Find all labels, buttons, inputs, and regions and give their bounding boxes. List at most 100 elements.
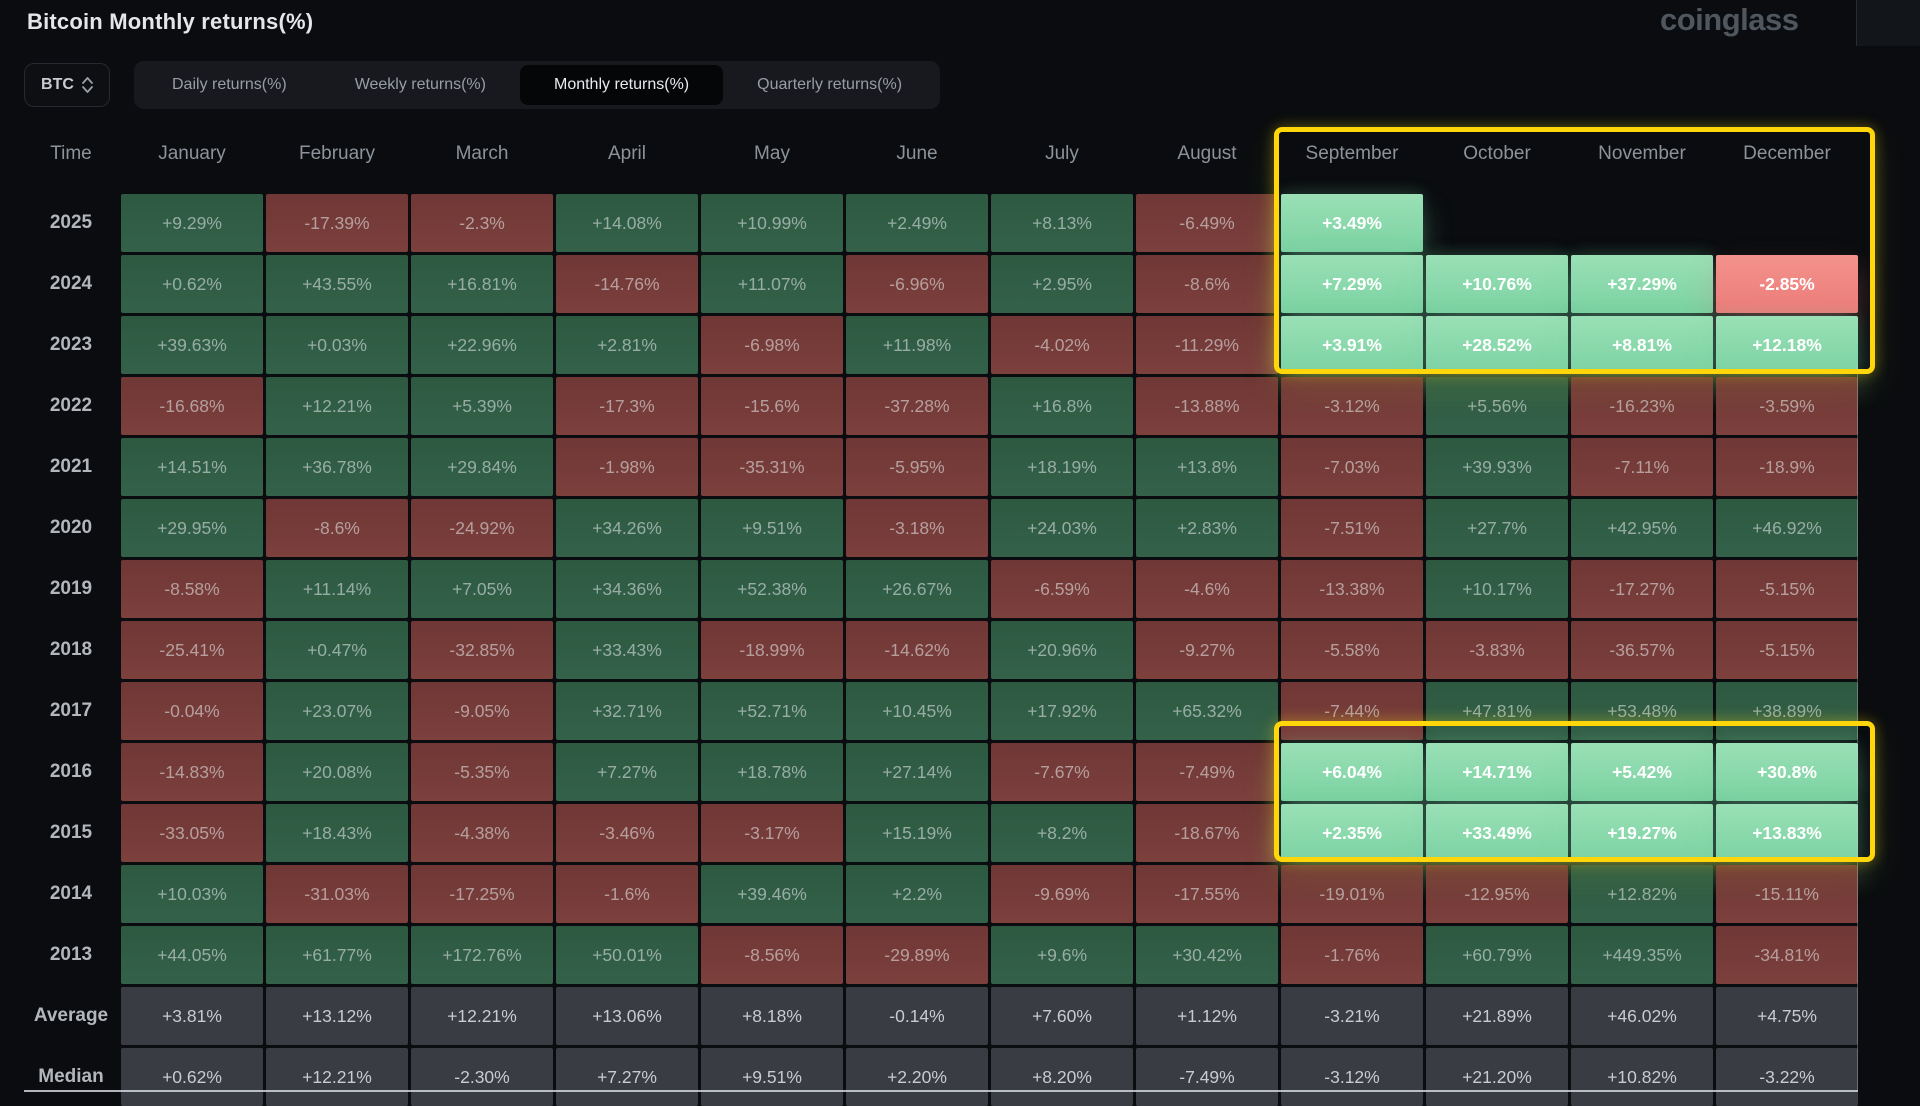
cell-2020-september: -7.51% — [1281, 499, 1423, 557]
cell-2021-july: +18.19% — [991, 438, 1133, 496]
cell-2016-may: +18.78% — [701, 743, 843, 801]
cell-2017-july: +17.92% — [991, 682, 1133, 740]
cell-average-january: +3.81% — [121, 987, 263, 1045]
returns-period-tabs: Daily returns(%) Weekly returns(%) Monthly… — [134, 61, 941, 109]
tab-daily-returns[interactable]: Daily returns(%) — [172, 76, 287, 93]
cell-2023-june: +11.98% — [846, 316, 988, 374]
coin-selector-label: BTC — [41, 76, 74, 93]
cell-2018-april: +33.43% — [556, 621, 698, 679]
cell-2018-may: -18.99% — [701, 621, 843, 679]
cell-2014-november: +12.82% — [1571, 865, 1713, 923]
cell-average-october: +21.89% — [1426, 987, 1568, 1045]
cell-2024-march: +16.81% — [411, 255, 553, 313]
column-header-august: August — [1177, 143, 1237, 164]
cell-2017-february: +23.07% — [266, 682, 408, 740]
cell-2024-july: +2.95% — [991, 255, 1133, 313]
cell-2017-november: +53.48% — [1571, 682, 1713, 740]
column-header-january: January — [158, 143, 226, 164]
cell-2025-june: +2.49% — [846, 194, 988, 252]
cell-average-march: +12.21% — [411, 987, 553, 1045]
cell-2014-may: +39.46% — [701, 865, 843, 923]
cell-2019-january: -8.58% — [121, 560, 263, 618]
cell-2022-september: -3.12% — [1281, 377, 1423, 435]
cell-2021-december: -18.9% — [1716, 438, 1858, 496]
cell-2022-december: -3.59% — [1716, 377, 1858, 435]
column-header-july: July — [1045, 143, 1079, 164]
cell-2023-march: +22.96% — [411, 316, 553, 374]
cell-2015-august: -18.67% — [1136, 804, 1278, 862]
column-header-december: December — [1743, 143, 1831, 164]
column-header-april: April — [607, 143, 646, 164]
cell-2023-september: +3.91% — [1281, 316, 1423, 374]
cell-2018-december: -5.15% — [1716, 621, 1858, 679]
cell-2021-march: +29.84% — [411, 438, 553, 496]
column-header-october: October — [1463, 143, 1531, 164]
cell-2021-january: +14.51% — [121, 438, 263, 496]
cell-2018-march: -32.85% — [411, 621, 553, 679]
cell-2021-september: -7.03% — [1281, 438, 1423, 496]
cell-2024-january: +0.62% — [121, 255, 263, 313]
cell-2023-may: -6.98% — [701, 316, 843, 374]
row-label-2015: 2015 — [49, 822, 93, 843]
row-label-2017: 2017 — [49, 700, 93, 721]
cell-2013-may: -8.56% — [701, 926, 843, 984]
cell-2023-october: +28.52% — [1426, 316, 1568, 374]
row-label-2025: 2025 — [49, 212, 93, 233]
cell-average-february: +13.12% — [266, 987, 408, 1045]
cell-2023-april: +2.81% — [556, 316, 698, 374]
cell-2016-april: +7.27% — [556, 743, 698, 801]
cell-2016-june: +27.14% — [846, 743, 988, 801]
cell-2020-november: +42.95% — [1571, 499, 1713, 557]
cell-2014-april: -1.6% — [556, 865, 698, 923]
cell-average-december: +4.75% — [1716, 987, 1858, 1045]
cell-2016-august: -7.49% — [1136, 743, 1278, 801]
cell-2024-december: -2.85% — [1716, 255, 1858, 313]
tab-monthly-returns[interactable]: Monthly returns(%) — [519, 65, 724, 105]
cell-median-november: +10.82% — [1571, 1048, 1713, 1106]
cell-2013-december: -34.81% — [1716, 926, 1858, 984]
coin-selector[interactable]: BTC — [24, 63, 110, 107]
tab-quarterly-returns[interactable]: Quarterly returns(%) — [757, 76, 903, 93]
cell-median-december: -3.22% — [1716, 1048, 1858, 1106]
cell-2014-july: -9.69% — [991, 865, 1133, 923]
cell-2020-june: -3.18% — [846, 499, 988, 557]
cell-2020-july: +24.03% — [991, 499, 1133, 557]
tab-weekly-returns[interactable]: Weekly returns(%) — [354, 76, 486, 93]
cell-2018-november: -36.57% — [1571, 621, 1713, 679]
cell-median-august: -7.49% — [1136, 1048, 1278, 1106]
cell-2025-august: -6.49% — [1136, 194, 1278, 252]
corner-panel — [1857, 0, 1920, 46]
cell-2024-september: +7.29% — [1281, 255, 1423, 313]
cell-2020-october: +27.7% — [1426, 499, 1568, 557]
cell-2025-october — [1426, 194, 1568, 252]
row-label-average: Average — [33, 1005, 109, 1026]
row-label-2024: 2024 — [49, 273, 93, 294]
cell-2019-august: -4.6% — [1136, 560, 1278, 618]
cell-2013-july: +9.6% — [991, 926, 1133, 984]
cell-2014-march: -17.25% — [411, 865, 553, 923]
cell-median-march: -2.30% — [411, 1048, 553, 1106]
cell-median-june: +2.20% — [846, 1048, 988, 1106]
cell-2015-december: +13.83% — [1716, 804, 1858, 862]
cell-2018-august: -9.27% — [1136, 621, 1278, 679]
cell-2015-february: +18.43% — [266, 804, 408, 862]
cell-median-september: -3.12% — [1281, 1048, 1423, 1106]
cell-2013-november: +449.35% — [1571, 926, 1713, 984]
cell-2025-march: -2.3% — [411, 194, 553, 252]
cell-2015-june: +15.19% — [846, 804, 988, 862]
cell-2023-february: +0.03% — [266, 316, 408, 374]
cell-2016-december: +30.8% — [1716, 743, 1858, 801]
cell-median-may: +9.51% — [701, 1048, 843, 1106]
column-header-may: May — [754, 143, 790, 164]
cell-2020-february: -8.6% — [266, 499, 408, 557]
cell-2022-february: +12.21% — [266, 377, 408, 435]
cell-2022-october: +5.56% — [1426, 377, 1568, 435]
cell-average-april: +13.06% — [556, 987, 698, 1045]
cell-2019-october: +10.17% — [1426, 560, 1568, 618]
cell-2020-december: +46.92% — [1716, 499, 1858, 557]
cell-2015-july: +8.2% — [991, 804, 1133, 862]
cell-2019-may: +52.38% — [701, 560, 843, 618]
cell-2025-april: +14.08% — [556, 194, 698, 252]
row-label-2016: 2016 — [49, 761, 93, 782]
